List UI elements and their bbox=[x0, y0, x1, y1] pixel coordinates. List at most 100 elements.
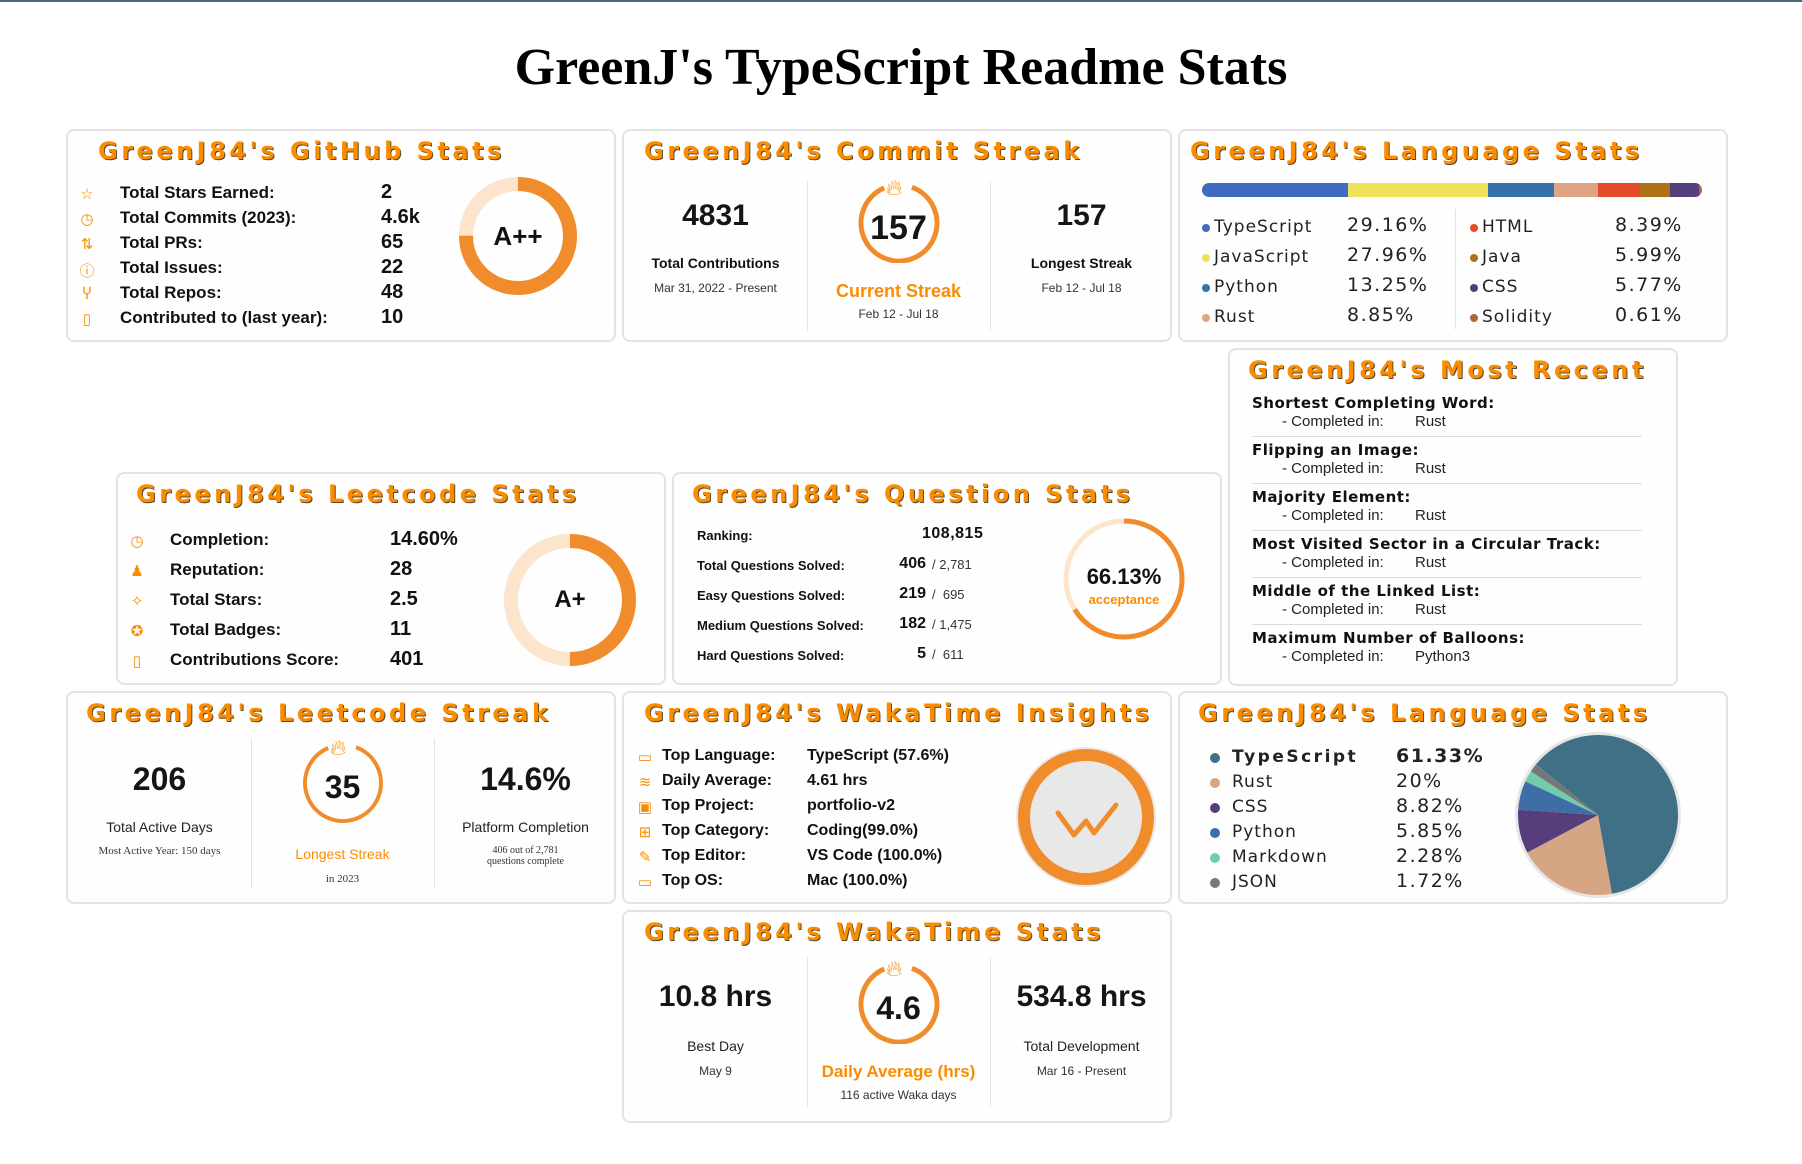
total-development-sub: Mar 16 - Present bbox=[1036, 1064, 1127, 1078]
star-icon: ☆ bbox=[80, 186, 94, 203]
legend-label: Markdown bbox=[1232, 847, 1328, 867]
current-streak-label: Current Streak bbox=[835, 281, 962, 301]
platform-completion-value: 14.6% bbox=[480, 761, 571, 797]
daily-average-label: Daily Average (hrs) bbox=[821, 1062, 976, 1081]
language-name: Java bbox=[1482, 247, 1522, 267]
stat-label: Total PRs: bbox=[120, 233, 203, 252]
question-label: Hard Questions Solved: bbox=[697, 648, 845, 663]
pie-slice-markdown bbox=[1525, 771, 1598, 815]
recent-problem-name: Middle of the Linked List: bbox=[1252, 582, 1481, 600]
stat-value: 2 bbox=[381, 181, 393, 203]
insight-label: Top OS: bbox=[662, 872, 724, 889]
legend-percent: 8.82% bbox=[1396, 795, 1464, 817]
acceptance-ring bbox=[1063, 518, 1185, 640]
card-title: GreenJ84's Leetcode Streak bbox=[86, 699, 552, 727]
current-streak-ring bbox=[858, 182, 940, 263]
question-total: / 611 bbox=[932, 647, 964, 662]
language-item: Solidity bbox=[1470, 307, 1553, 327]
separator bbox=[1252, 577, 1642, 578]
language-bar-segment bbox=[1487, 183, 1554, 197]
legend-dot bbox=[1210, 753, 1220, 763]
question-total: / 695 bbox=[932, 587, 965, 602]
recent-prefix: - Completed in: bbox=[1282, 554, 1384, 571]
pull-request-icon: ⇅ bbox=[80, 236, 94, 253]
stat-label: Total Commits (2023): bbox=[120, 208, 297, 227]
divider bbox=[251, 738, 252, 888]
fire-icon: 🔥︎ bbox=[330, 735, 347, 760]
question-value: 182 bbox=[899, 615, 926, 632]
language-pie-card: GreenJ84's Language Stats TypeScript 61.3… bbox=[1178, 691, 1728, 904]
language-item: Rust bbox=[1202, 307, 1255, 327]
question-label: Easy Questions Solved: bbox=[697, 588, 846, 603]
recent-problem-name: Maximum Number of Balloons: bbox=[1252, 629, 1526, 647]
history-icon: ◷ bbox=[80, 211, 94, 228]
language-color-dot bbox=[1202, 253, 1210, 262]
card-title: GreenJ84's WakaTime Insights bbox=[644, 699, 1153, 727]
question-total: / 2,781 bbox=[932, 557, 972, 572]
language-color-dot bbox=[1470, 283, 1478, 292]
language-name: HTML bbox=[1482, 217, 1534, 237]
insight-label: Daily Average: bbox=[662, 772, 772, 789]
insight-label: Top Project: bbox=[662, 797, 755, 814]
recent-prefix: - Completed in: bbox=[1282, 648, 1384, 665]
acceptance-value: 66.13% bbox=[1086, 564, 1162, 589]
language-name: TypeScript bbox=[1214, 217, 1313, 237]
language-percent: 5.99% bbox=[1615, 244, 1683, 266]
insight-value: VS Code (100.0%) bbox=[807, 847, 943, 864]
separator bbox=[1252, 483, 1642, 484]
edit-icon: ✎ bbox=[638, 849, 652, 866]
language-item: Java bbox=[1470, 247, 1522, 267]
active-days-label: Total Active Days bbox=[106, 819, 213, 835]
best-day-value: 10.8 hrs bbox=[658, 980, 773, 1013]
recent-language: Python3 bbox=[1415, 648, 1471, 665]
divider bbox=[990, 181, 991, 331]
question-value: 219 bbox=[899, 585, 926, 602]
rank-text: A++ bbox=[493, 221, 543, 251]
platform-completion-sub2: questions complete bbox=[487, 856, 564, 867]
current-streak-range: Feb 12 - Jul 18 bbox=[858, 307, 939, 321]
language-bar-segment bbox=[1202, 183, 1348, 197]
daily-average-ring bbox=[858, 963, 940, 1044]
stat-label: Contributions Score: bbox=[170, 650, 340, 669]
most-recent-card: GreenJ84's Most Recent Shortest Completi… bbox=[1228, 348, 1678, 686]
longest-streak-label: Longest Streak bbox=[1030, 255, 1133, 271]
stat-label: Total Issues: bbox=[120, 258, 223, 277]
separator bbox=[1252, 436, 1642, 437]
desktop-icon: ▭ bbox=[637, 874, 653, 891]
commit-streak-card: GreenJ84's Commit Streak 4831 Total Cont… bbox=[622, 129, 1172, 342]
stat-label: Total Stars: bbox=[170, 590, 263, 609]
recent-problem-name: Majority Element: bbox=[1252, 488, 1411, 506]
stat-value: 22 bbox=[381, 256, 404, 278]
longest-streak-value: 157 bbox=[1056, 199, 1107, 232]
total-contributions-label: Total Contributions bbox=[651, 255, 780, 271]
separator bbox=[1252, 624, 1642, 625]
language-percent: 8.39% bbox=[1615, 214, 1683, 236]
stat-value: 48 bbox=[381, 281, 404, 303]
repo-icon: ▯ bbox=[132, 653, 142, 670]
recent-problem-name: Most Visited Sector in a Circular Track: bbox=[1252, 535, 1601, 553]
longest-streak-sub: in 2023 bbox=[325, 873, 360, 885]
insight-value: Coding(99.0%) bbox=[807, 822, 919, 839]
active-days-sub: Most Active Year: 150 days bbox=[98, 845, 221, 857]
legend-label: Python bbox=[1232, 822, 1297, 842]
language-color-dot bbox=[1202, 283, 1210, 292]
insight-label: Top Editor: bbox=[662, 847, 747, 864]
stat-value: 14.60% bbox=[390, 528, 458, 550]
best-day-sub: May 9 bbox=[699, 1064, 732, 1078]
pie-slice-rust bbox=[1527, 815, 1612, 895]
stat-label: Total Badges: bbox=[170, 620, 282, 639]
fire-icon: 🔥︎ bbox=[886, 175, 903, 200]
language-bar-segment bbox=[1598, 183, 1641, 197]
card-title: GreenJ84's Language Stats bbox=[1198, 699, 1651, 727]
language-percent: 8.85% bbox=[1347, 304, 1415, 326]
total-contributions-value: 4831 bbox=[682, 199, 749, 232]
language-progress-bar bbox=[1202, 183, 1702, 197]
ranking-label: Ranking: bbox=[697, 528, 753, 543]
legend-dot bbox=[1210, 878, 1220, 888]
recent-language: Rust bbox=[1415, 507, 1446, 524]
daily-average-sub: 116 active Waka days bbox=[840, 1088, 957, 1102]
language-item: Python bbox=[1202, 277, 1279, 297]
legend-dot bbox=[1210, 803, 1220, 813]
language-bar-segment bbox=[1347, 183, 1488, 197]
longest-streak-ring bbox=[303, 743, 383, 823]
